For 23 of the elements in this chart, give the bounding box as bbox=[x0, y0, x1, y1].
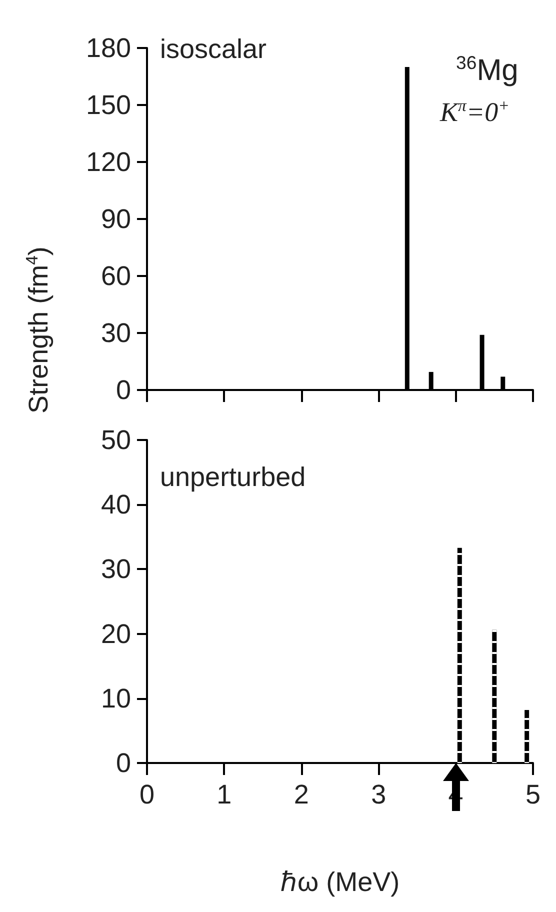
annotation: K$^{π}$=0$^{+}$ bbox=[440, 96, 510, 128]
y-tick-label: 20 bbox=[100, 618, 131, 649]
y-tick-label: 0 bbox=[116, 375, 131, 405]
y-tick-label: 10 bbox=[100, 683, 131, 714]
y-tick-label: 120 bbox=[86, 147, 131, 177]
y-tick-label: 30 bbox=[100, 554, 131, 584]
y-tick-label: 180 bbox=[86, 33, 131, 63]
y-tick-label: 50 bbox=[100, 425, 131, 455]
y-tick-label: 40 bbox=[100, 490, 131, 520]
annotation: unperturbed bbox=[160, 462, 306, 493]
y-tick-label: 0 bbox=[116, 748, 131, 778]
x-tick-label: 0 bbox=[139, 780, 155, 810]
x-tick-label: 1 bbox=[216, 780, 232, 810]
annotation: $^{36}$Mg bbox=[456, 52, 518, 88]
y-tick-label: 60 bbox=[100, 261, 131, 291]
y-tick-label: 30 bbox=[100, 318, 131, 348]
x-axis-title: ℏω (MeV) bbox=[280, 866, 400, 899]
x-tick-label: 2 bbox=[294, 780, 309, 810]
x-tick-label: 5 bbox=[525, 780, 541, 810]
y-tick-label: 150 bbox=[86, 90, 131, 120]
x-tick-label: 3 bbox=[371, 780, 386, 810]
annotation: isoscalar bbox=[160, 34, 267, 65]
y-tick-label: 90 bbox=[100, 204, 131, 234]
